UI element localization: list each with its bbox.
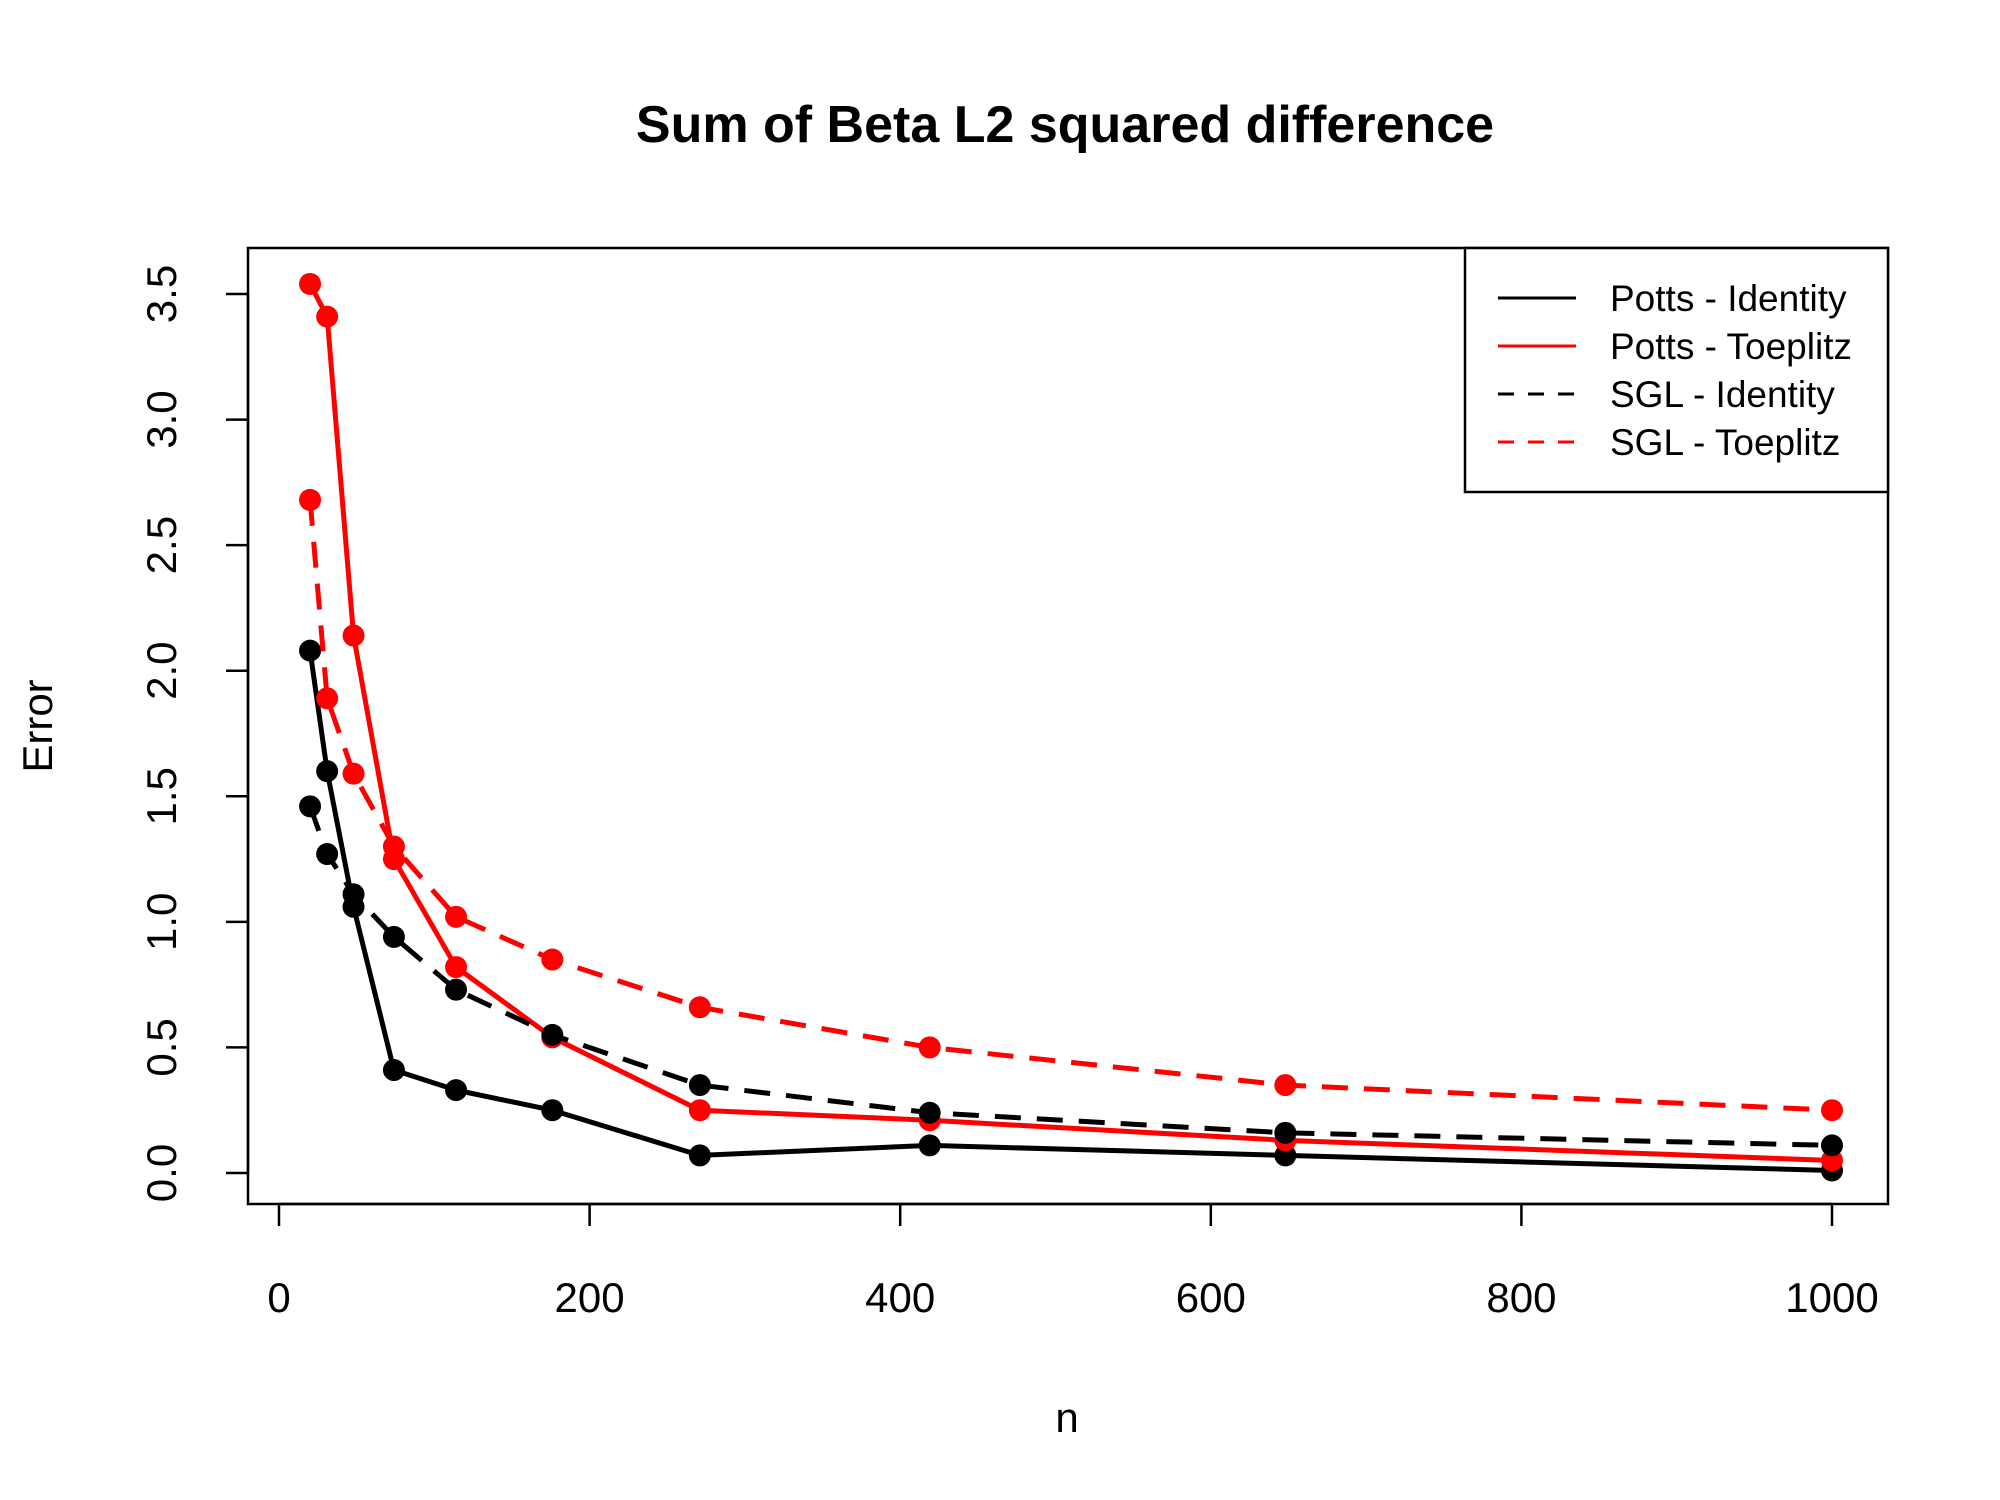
data-point <box>342 624 365 647</box>
series-line <box>307 650 1833 1173</box>
x-tick-label: 800 <box>1486 1274 1556 1321</box>
data-point <box>541 1023 564 1046</box>
data-point <box>918 1101 941 1124</box>
data-point <box>342 762 365 785</box>
data-point <box>382 1059 405 1082</box>
y-tick-label: 2.0 <box>138 642 185 700</box>
x-axis-label: n <box>1055 1394 1078 1441</box>
legend-box <box>1463 246 1890 494</box>
data-point <box>1274 1144 1297 1167</box>
data-point <box>299 795 322 818</box>
data-point <box>688 996 711 1019</box>
data-point <box>445 905 468 928</box>
data-point <box>688 1074 711 1097</box>
data-point <box>299 272 322 295</box>
data-point <box>918 1036 941 1059</box>
y-axis-label: Error <box>14 679 61 772</box>
y-tick-label: 0.5 <box>138 1018 185 1076</box>
data-point <box>316 760 339 783</box>
x-tick-label: 200 <box>555 1274 625 1321</box>
data-point <box>445 1079 468 1102</box>
data-point <box>445 978 468 1001</box>
data-point <box>382 925 405 948</box>
x-tick-label: 600 <box>1176 1274 1246 1321</box>
legend-label: SGL - Identity <box>1610 374 1835 415</box>
series-sgl-toeplitz <box>299 488 1843 1122</box>
y-tick-label: 3.0 <box>138 390 185 448</box>
data-point <box>299 488 322 511</box>
data-point <box>541 1099 564 1122</box>
x-tick-label: 0 <box>267 1274 290 1321</box>
data-point <box>342 883 365 906</box>
series-line <box>307 282 1833 1163</box>
data-point <box>688 1144 711 1167</box>
series-line <box>307 499 1833 1113</box>
data-point <box>1274 1121 1297 1144</box>
x-tick-label: 1000 <box>1785 1274 1878 1321</box>
data-point <box>541 948 564 971</box>
x-axis: 0 200 400 600 800 1000 <box>267 1202 1879 1321</box>
data-point <box>1821 1149 1843 1172</box>
data-point <box>1821 1134 1843 1157</box>
data-point <box>382 835 405 858</box>
data-point <box>445 956 468 979</box>
data-point <box>316 305 339 328</box>
chart-title: Sum of Beta L2 squared difference <box>636 96 1494 154</box>
series-potts-identity <box>299 639 1843 1182</box>
data-point <box>299 639 322 662</box>
data-point <box>1821 1099 1843 1122</box>
series-layer <box>299 272 1843 1182</box>
legend-label: SGL - Toeplitz <box>1610 422 1840 463</box>
legend-label: Potts - Identity <box>1610 278 1847 319</box>
legend: Potts - Identity Potts - Toeplitz SGL - Id… <box>1463 246 1890 494</box>
y-tick-label: 1.0 <box>138 893 185 951</box>
x-tick-label: 400 <box>865 1274 935 1321</box>
y-tick-label: 1.5 <box>138 767 185 825</box>
data-point <box>918 1134 941 1157</box>
y-tick-label: 0.0 <box>138 1144 185 1202</box>
series-sgl-identity <box>299 795 1843 1157</box>
y-axis: 0.0 0.5 1.0 1.5 2.0 2.5 3.0 3.5 <box>138 265 250 1202</box>
y-tick-label: 3.5 <box>138 265 185 323</box>
legend-label: Potts - Toeplitz <box>1610 326 1852 367</box>
data-point <box>316 843 339 866</box>
series-line <box>307 805 1833 1148</box>
data-point <box>688 1099 711 1122</box>
y-tick-label: 2.5 <box>138 516 185 574</box>
data-point <box>1274 1074 1297 1097</box>
data-point <box>316 687 339 710</box>
